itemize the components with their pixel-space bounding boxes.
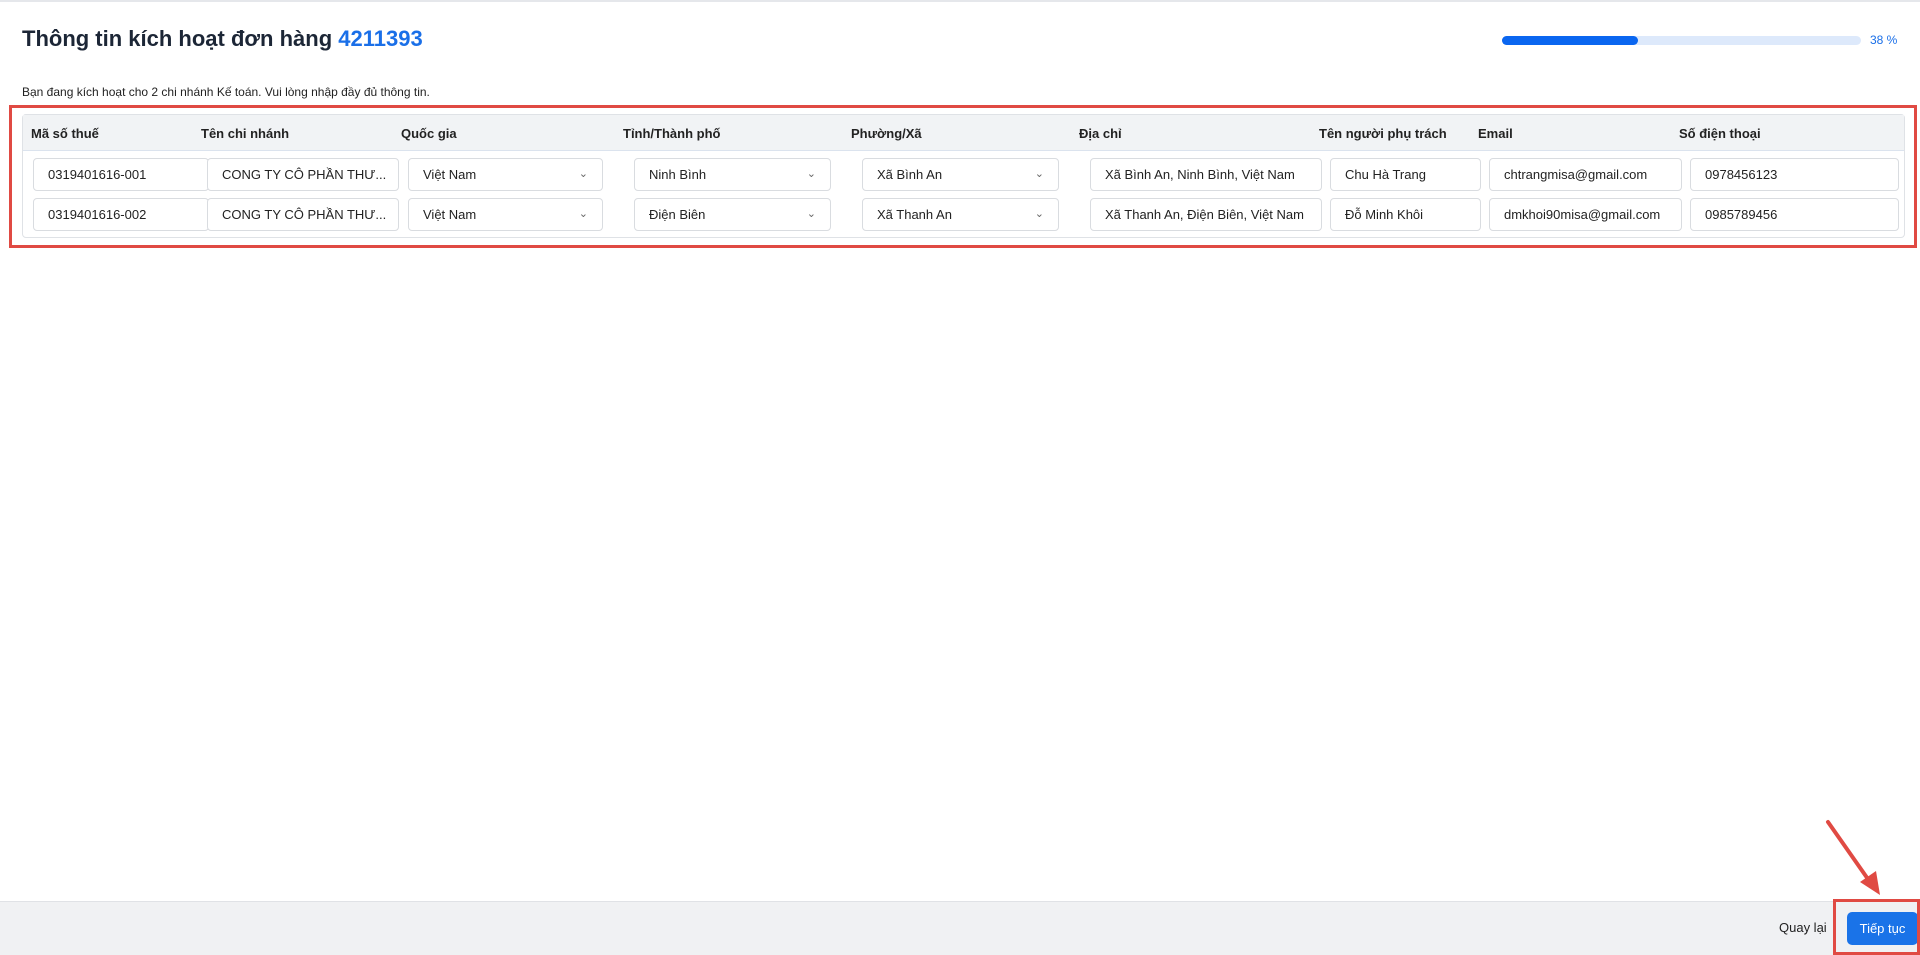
table-header: Mã số thuế Tên chi nhánh Quốc gia Tỉnh/Thàn… xyxy=(23,115,1904,151)
highlight-box-table xyxy=(9,105,1917,248)
cell-value: Việt Nam xyxy=(423,167,477,182)
cell-value: Xã Bình An, Ninh Bình, Việt Nam xyxy=(1105,167,1295,182)
cell-value: dmkhoi90misa@gmail.com xyxy=(1504,207,1661,222)
province-select[interactable]: Ninh Bình ⌄ xyxy=(634,158,831,191)
cell-value: 0985789456 xyxy=(1705,207,1778,222)
back-button[interactable]: Quay lại xyxy=(1779,920,1827,935)
column-header-branch-name: Tên chi nhánh xyxy=(201,126,290,141)
country-select[interactable]: Việt Nam ⌄ xyxy=(408,158,603,191)
cell-value: Điện Biên xyxy=(649,207,706,222)
email-input[interactable]: chtrangmisa@gmail.com xyxy=(1489,158,1682,191)
branch-name-input[interactable]: CONG TY CÔ PHẦN THƯ... xyxy=(207,198,399,231)
cell-value: CONG TY CÔ PHẦN THƯ... xyxy=(222,167,387,182)
cell-value: CONG TY CÔ PHẦN THƯ... xyxy=(222,207,387,222)
branch-table: Mã số thuế Tên chi nhánh Quốc gia Tỉnh/Thàn… xyxy=(22,114,1905,238)
cell-value: 0978456123 xyxy=(1705,167,1778,182)
cell-value: Xã Thanh An xyxy=(877,207,952,222)
address-input[interactable]: Xã Bình An, Ninh Bình, Việt Nam xyxy=(1090,158,1322,191)
title-text: Thông tin kích hoạt đơn hàng xyxy=(22,26,333,51)
cell-value: Chu Hà Trang xyxy=(1345,167,1426,182)
column-header-email: Email xyxy=(1478,126,1513,141)
cell-value: Đỗ Minh Khôi xyxy=(1345,207,1424,222)
cell-value: Ninh Bình xyxy=(649,167,707,182)
email-input[interactable]: dmkhoi90misa@gmail.com xyxy=(1489,198,1682,231)
next-button[interactable]: Tiếp tục xyxy=(1847,912,1918,945)
progress-bar xyxy=(1502,36,1861,45)
chevron-down-icon[interactable]: ⌄ xyxy=(806,208,816,220)
column-header-contact-name: Tên người phụ trách xyxy=(1319,126,1447,141)
tax-code-input[interactable]: 0319401616-001 xyxy=(33,158,209,191)
chevron-down-icon[interactable]: ⌄ xyxy=(1034,168,1044,180)
column-header-tax-code: Mã số thuế xyxy=(31,126,99,141)
page-title: Thông tin kích hoạt đơn hàng 4211393 xyxy=(22,26,423,52)
cell-value: chtrangmisa@gmail.com xyxy=(1504,167,1648,182)
phone-input[interactable]: 0985789456 xyxy=(1690,198,1899,231)
subtitle: Bạn đang kích hoạt cho 2 chi nhánh Kế to… xyxy=(22,85,430,99)
phone-input[interactable]: 0978456123 xyxy=(1690,158,1899,191)
cell-value: Xã Thanh An, Điện Biên, Việt Nam xyxy=(1105,207,1304,222)
order-number: 4211393 xyxy=(338,26,423,51)
progress-label: 38 % xyxy=(1870,33,1898,47)
address-input[interactable]: Xã Thanh An, Điện Biên, Việt Nam xyxy=(1090,198,1322,231)
cell-value: Việt Nam xyxy=(423,207,477,222)
country-select[interactable]: Việt Nam ⌄ xyxy=(408,198,603,231)
contact-name-input[interactable]: Đỗ Minh Khôi xyxy=(1330,198,1481,231)
chevron-down-icon[interactable]: ⌄ xyxy=(1034,208,1044,220)
tax-code-input[interactable]: 0319401616-002 xyxy=(33,198,209,231)
chevron-down-icon[interactable]: ⌄ xyxy=(578,208,588,220)
column-header-ward: Phường/Xã xyxy=(851,126,922,141)
chevron-down-icon[interactable]: ⌄ xyxy=(806,168,816,180)
chevron-down-icon[interactable]: ⌄ xyxy=(578,168,588,180)
footer xyxy=(0,901,1920,955)
column-header-phone: Số điện thoại xyxy=(1679,126,1761,141)
cell-value: Xã Bình An xyxy=(877,167,943,182)
ward-select[interactable]: Xã Bình An ⌄ xyxy=(862,158,1059,191)
column-header-country: Quốc gia xyxy=(401,126,457,141)
branch-name-input[interactable]: CONG TY CÔ PHẦN THƯ... xyxy=(207,158,399,191)
progress-fill xyxy=(1502,36,1639,45)
ward-select[interactable]: Xã Thanh An ⌄ xyxy=(862,198,1059,231)
province-select[interactable]: Điện Biên ⌄ xyxy=(634,198,831,231)
column-header-province: Tỉnh/Thành phố xyxy=(623,126,721,141)
cell-value: 0319401616-002 xyxy=(48,207,147,222)
column-header-address: Địa chỉ xyxy=(1079,126,1122,141)
contact-name-input[interactable]: Chu Hà Trang xyxy=(1330,158,1481,191)
cell-value: 0319401616-001 xyxy=(48,167,147,182)
